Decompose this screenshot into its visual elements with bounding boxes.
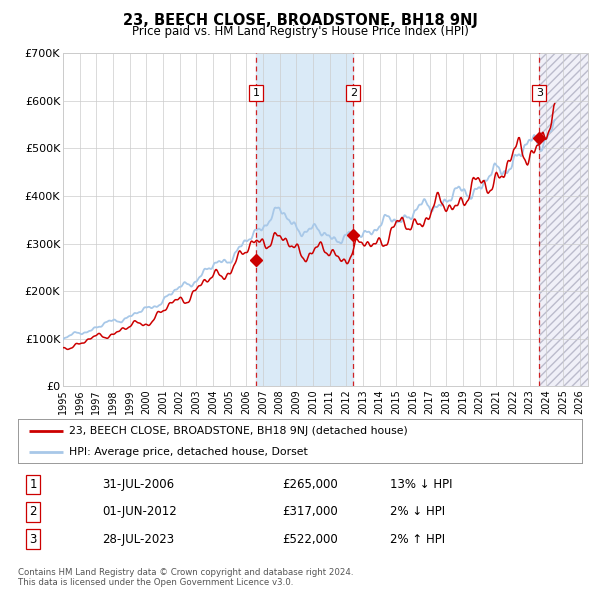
Text: £265,000: £265,000 [282, 478, 338, 491]
Text: 1: 1 [253, 88, 259, 98]
Text: 3: 3 [536, 88, 543, 98]
Text: 23, BEECH CLOSE, BROADSTONE, BH18 9NJ (detached house): 23, BEECH CLOSE, BROADSTONE, BH18 9NJ (d… [69, 427, 407, 436]
Text: HPI: Average price, detached house, Dorset: HPI: Average price, detached house, Dors… [69, 447, 308, 457]
Text: 01-JUN-2012: 01-JUN-2012 [102, 505, 177, 519]
Text: £317,000: £317,000 [282, 505, 338, 519]
Text: 2: 2 [29, 505, 37, 519]
Text: Contains HM Land Registry data © Crown copyright and database right 2024.
This d: Contains HM Land Registry data © Crown c… [18, 568, 353, 587]
Text: 2% ↑ HPI: 2% ↑ HPI [390, 533, 445, 546]
Text: 3: 3 [29, 533, 37, 546]
Bar [539, 53, 588, 386]
Bar [539, 53, 588, 386]
Text: 1: 1 [29, 478, 37, 491]
Text: 31-JUL-2006: 31-JUL-2006 [102, 478, 174, 491]
Text: 13% ↓ HPI: 13% ↓ HPI [390, 478, 452, 491]
Text: 2: 2 [350, 88, 357, 98]
Text: £522,000: £522,000 [282, 533, 338, 546]
Text: Price paid vs. HM Land Registry's House Price Index (HPI): Price paid vs. HM Land Registry's House … [131, 25, 469, 38]
Text: 28-JUL-2023: 28-JUL-2023 [102, 533, 174, 546]
Text: 2% ↓ HPI: 2% ↓ HPI [390, 505, 445, 519]
Bar [256, 53, 353, 386]
Text: 23, BEECH CLOSE, BROADSTONE, BH18 9NJ: 23, BEECH CLOSE, BROADSTONE, BH18 9NJ [122, 13, 478, 28]
